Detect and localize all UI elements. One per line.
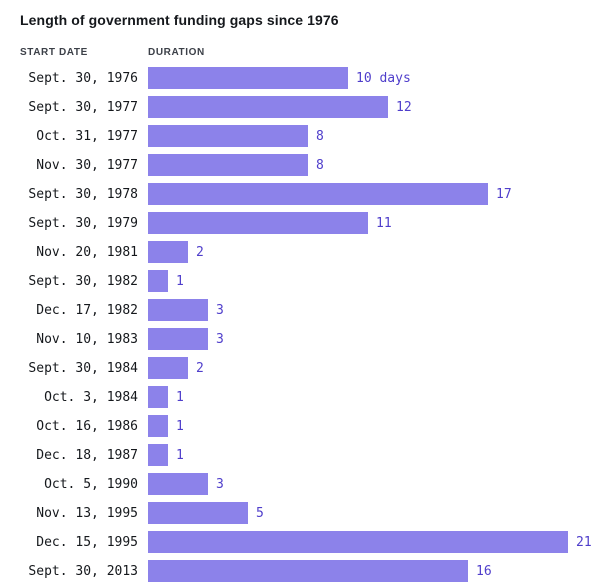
duration-bar (148, 560, 468, 582)
duration-value-label: 1 (176, 447, 184, 463)
duration-value-label: 3 (216, 331, 224, 347)
start-date-label: Oct. 5, 1990 (44, 476, 138, 492)
start-date-label: Nov. 10, 1983 (36, 331, 138, 347)
bar-track: 12 (148, 96, 412, 118)
bar-track: 2 (148, 241, 204, 263)
duration-value-label: 11 (376, 215, 392, 231)
bar-track: 1 (148, 415, 184, 437)
start-date-label: Nov. 13, 1995 (36, 505, 138, 521)
table-row: Sept. 30, 2013 16 (20, 560, 590, 582)
duration-bar (148, 328, 208, 350)
table-row: Sept. 30, 1976 10 days (20, 67, 590, 89)
table-row: Nov. 10, 1983 3 (20, 328, 590, 350)
duration-bar (148, 183, 488, 205)
bar-track: 17 (148, 183, 512, 205)
table-row: Nov. 20, 1981 2 (20, 241, 590, 263)
duration-bar (148, 96, 388, 118)
bar-track: 2 (148, 357, 204, 379)
duration-bar (148, 531, 568, 553)
duration-bar (148, 386, 168, 408)
start-date-label: Sept. 30, 1984 (28, 360, 138, 376)
duration-value-label: 3 (216, 302, 224, 318)
bar-track: 1 (148, 444, 184, 466)
duration-value-label: 2 (196, 360, 204, 376)
start-date-label: Dec. 17, 1982 (36, 302, 138, 318)
chart-title: Length of government funding gaps since … (20, 12, 339, 28)
table-row: Oct. 31, 1977 8 (20, 125, 590, 147)
duration-bar (148, 444, 168, 466)
start-date-label: Sept. 30, 1982 (28, 273, 138, 289)
bar-track: 8 (148, 125, 324, 147)
bar-track: 21 (148, 531, 592, 553)
table-row: Sept. 30, 1978 17 (20, 183, 590, 205)
duration-value-label: 1 (176, 389, 184, 405)
duration-value-label: 8 (316, 128, 324, 144)
start-date-label: Oct. 31, 1977 (36, 128, 138, 144)
bar-track: 10 days (148, 67, 411, 89)
bar-track: 3 (148, 328, 224, 350)
duration-value-label: 17 (496, 186, 512, 202)
column-header-start-date: START DATE (20, 47, 88, 58)
table-row: Sept. 30, 1979 11 (20, 212, 590, 234)
start-date-label: Sept. 30, 2013 (28, 563, 138, 579)
column-headers: START DATE DURATION (20, 47, 590, 58)
table-row: Nov. 13, 1995 5 (20, 502, 590, 524)
start-date-label: Dec. 18, 1987 (36, 447, 138, 463)
table-row: Oct. 3, 1984 1 (20, 386, 590, 408)
duration-value-label: 21 (576, 534, 592, 550)
duration-bar (148, 241, 188, 263)
duration-bar (148, 212, 368, 234)
table-row: Dec. 17, 1982 3 (20, 299, 590, 321)
bar-track: 16 (148, 560, 492, 582)
table-row: Sept. 30, 1977 12 (20, 96, 590, 118)
start-date-label: Nov. 20, 1981 (36, 244, 138, 260)
duration-bar (148, 415, 168, 437)
duration-bar (148, 154, 308, 176)
duration-value-label: 10 days (356, 70, 411, 86)
start-date-label: Sept. 30, 1978 (28, 186, 138, 202)
duration-value-label: 1 (176, 273, 184, 289)
start-date-label: Oct. 16, 1986 (36, 418, 138, 434)
bar-track: 1 (148, 386, 184, 408)
duration-bar (148, 125, 308, 147)
bar-track: 3 (148, 473, 224, 495)
table-row: Oct. 16, 1986 1 (20, 415, 590, 437)
bar-track: 8 (148, 154, 324, 176)
table-row: Dec. 18, 1987 1 (20, 444, 590, 466)
table-row: Oct. 5, 1990 3 (20, 473, 590, 495)
duration-value-label: 1 (176, 418, 184, 434)
bar-track: 1 (148, 270, 184, 292)
table-row: Dec. 15, 1995 21 (20, 531, 592, 553)
duration-value-label: 8 (316, 157, 324, 173)
start-date-label: Oct. 3, 1984 (44, 389, 138, 405)
duration-value-label: 12 (396, 99, 412, 115)
duration-value-label: 2 (196, 244, 204, 260)
start-date-label: Sept. 30, 1976 (28, 70, 138, 86)
bar-rows: Sept. 30, 1976 10 days Sept. 30, 1977 12… (20, 67, 592, 582)
duration-bar (148, 473, 208, 495)
start-date-label: Sept. 30, 1979 (28, 215, 138, 231)
table-row: Sept. 30, 1984 2 (20, 357, 590, 379)
duration-bar (148, 502, 248, 524)
start-date-label: Sept. 30, 1977 (28, 99, 138, 115)
duration-value-label: 3 (216, 476, 224, 492)
duration-bar (148, 67, 348, 89)
table-row: Sept. 30, 1982 1 (20, 270, 590, 292)
start-date-label: Nov. 30, 1977 (36, 157, 138, 173)
bar-track: 11 (148, 212, 392, 234)
table-row: Nov. 30, 1977 8 (20, 154, 590, 176)
duration-value-label: 16 (476, 563, 492, 579)
duration-bar (148, 270, 168, 292)
bar-track: 3 (148, 299, 224, 321)
duration-bar (148, 357, 188, 379)
bar-track: 5 (148, 502, 264, 524)
duration-value-label: 5 (256, 505, 264, 521)
start-date-label: Dec. 15, 1995 (36, 534, 138, 550)
column-header-duration: DURATION (148, 47, 205, 58)
duration-bar (148, 299, 208, 321)
